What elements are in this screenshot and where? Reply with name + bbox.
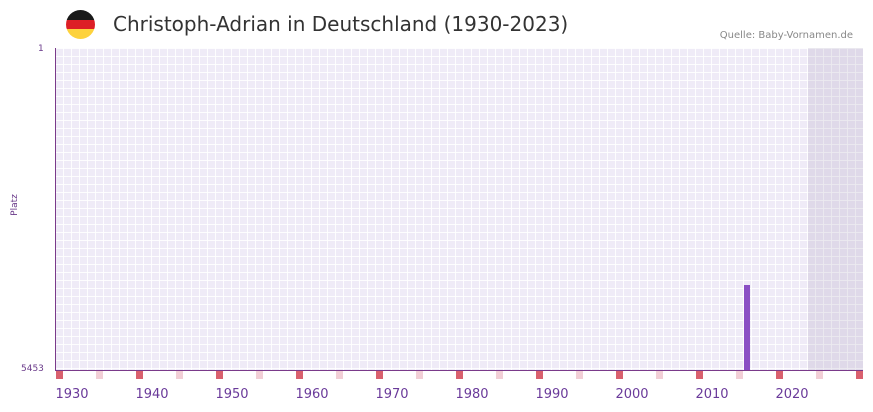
year-marker xyxy=(456,371,463,379)
y-tick-top: 1 xyxy=(38,44,44,54)
x-tick-1940: 1940 xyxy=(135,387,169,402)
germany-flag-icon xyxy=(66,10,95,39)
x-tick-1930: 1930 xyxy=(55,387,89,402)
y-axis-title: Platz xyxy=(9,194,20,216)
bar-2014[interactable] xyxy=(744,285,750,370)
year-marker xyxy=(56,371,63,379)
year-marker xyxy=(576,371,583,379)
year-marker xyxy=(136,371,143,379)
year-marker xyxy=(496,371,503,379)
chart-title: Christoph-Adrian in Deutschland (1930-20… xyxy=(113,12,569,36)
year-marker xyxy=(176,371,183,379)
year-marker xyxy=(96,371,103,379)
x-tick-1960: 1960 xyxy=(295,387,329,402)
future-shaded-region xyxy=(808,48,863,370)
year-marker xyxy=(256,371,263,379)
year-marker xyxy=(416,371,423,379)
year-marker xyxy=(776,371,783,379)
year-marker xyxy=(376,371,383,379)
y-axis-line xyxy=(55,48,56,370)
x-tick-2020: 2020 xyxy=(775,387,809,402)
year-marker xyxy=(296,371,303,379)
y-tick-bottom: 5453 xyxy=(21,364,44,374)
x-axis-line xyxy=(55,370,863,371)
x-tick-2000: 2000 xyxy=(615,387,649,402)
year-marker xyxy=(656,371,663,379)
year-marker xyxy=(736,371,743,379)
x-tick-1990: 1990 xyxy=(535,387,569,402)
year-marker xyxy=(816,371,823,379)
year-marker xyxy=(216,371,223,379)
x-tick-2010: 2010 xyxy=(695,387,729,402)
year-marker xyxy=(856,371,863,379)
x-tick-1950: 1950 xyxy=(215,387,249,402)
year-marker xyxy=(536,371,543,379)
plot-area xyxy=(55,48,863,370)
x-tick-1970: 1970 xyxy=(375,387,409,402)
year-marker xyxy=(696,371,703,379)
x-tick-1980: 1980 xyxy=(455,387,489,402)
year-marker xyxy=(336,371,343,379)
source-label: Quelle: Baby-Vornamen.de xyxy=(719,30,853,41)
year-marker xyxy=(616,371,623,379)
